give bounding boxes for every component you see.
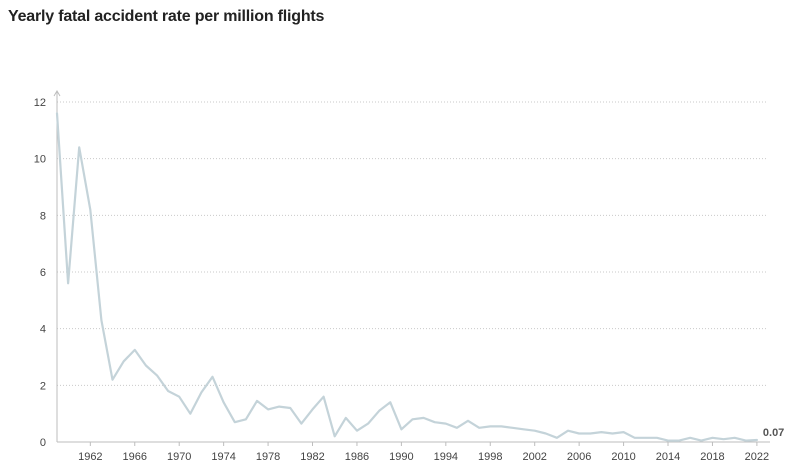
x-tick-label-1962: 1962 xyxy=(78,451,102,463)
data-point-1965 xyxy=(123,360,125,362)
axes xyxy=(53,90,770,443)
data-point-2022 xyxy=(756,439,758,441)
data-point-2010 xyxy=(623,431,625,433)
data-point-2000 xyxy=(511,427,513,429)
x-tick-label-2010: 2010 xyxy=(611,451,635,463)
x-tick-label-2002: 2002 xyxy=(522,451,546,463)
data-point-2015 xyxy=(678,440,680,442)
data-point-1966 xyxy=(134,349,136,351)
x-tick-label-1982: 1982 xyxy=(300,451,324,463)
data-point-2005 xyxy=(567,430,569,432)
data-point-1995 xyxy=(456,427,458,429)
x-tick-label-1970: 1970 xyxy=(167,451,191,463)
data-point-2021 xyxy=(745,440,747,442)
data-point-1968 xyxy=(156,374,158,376)
data-point-2019 xyxy=(723,438,725,440)
data-point-1961 xyxy=(78,146,80,148)
data-point-1974 xyxy=(223,401,225,403)
data-point-1985 xyxy=(345,417,347,419)
data-point-2002 xyxy=(534,430,536,432)
data-point-2018 xyxy=(711,437,713,439)
x-tick-label-1994: 1994 xyxy=(434,451,458,463)
data-point-1967 xyxy=(145,364,147,366)
data-point-1994 xyxy=(445,423,447,425)
data-point-1988 xyxy=(378,410,380,412)
data-point-2016 xyxy=(689,437,691,439)
data-point-1976 xyxy=(245,418,247,420)
data-point-1975 xyxy=(234,421,236,423)
data-point-1987 xyxy=(367,423,369,425)
x-tick-label-2014: 2014 xyxy=(656,451,680,463)
data-point-1984 xyxy=(334,435,336,437)
data-point-1970 xyxy=(178,396,180,398)
data-point-1986 xyxy=(356,430,358,432)
data-point-1969 xyxy=(167,390,169,392)
data-point-1979 xyxy=(278,406,280,408)
y-tick-label-2: 2 xyxy=(40,380,46,392)
data-point-1992 xyxy=(423,417,425,419)
data-point-2007 xyxy=(589,432,591,434)
data-point-1983 xyxy=(323,396,325,398)
grid-lines xyxy=(57,101,768,386)
y-tick-label-0: 0 xyxy=(40,437,46,449)
end-value-label: 0.07 xyxy=(763,427,784,439)
data-point-2006 xyxy=(578,432,580,434)
data-point-1978 xyxy=(267,408,269,410)
data-point-1972 xyxy=(200,391,202,393)
data-point-2009 xyxy=(611,432,613,434)
x-tick-label-1990: 1990 xyxy=(389,451,413,463)
x-tick-label-1978: 1978 xyxy=(256,451,280,463)
data-point-2008 xyxy=(600,431,602,433)
y-axis-ticks: 0 2 4 6 8 10 12 xyxy=(34,97,46,449)
data-point-1981 xyxy=(300,423,302,425)
data-point-1962 xyxy=(89,209,91,211)
data-point-1963 xyxy=(100,319,102,321)
data-point-2003 xyxy=(545,432,547,434)
data-point-1973 xyxy=(211,376,213,378)
y-tick-label-6: 6 xyxy=(40,267,46,279)
data-point-2013 xyxy=(656,437,658,439)
data-point-1999 xyxy=(500,425,502,427)
x-tick-label-1998: 1998 xyxy=(478,451,502,463)
x-axis-ticks: 1962 1966 1970 1974 1978 1982 1986 1990 1994 1998… xyxy=(78,442,769,463)
data-point-2012 xyxy=(645,437,647,439)
x-tick-label-2022: 2022 xyxy=(745,451,769,463)
annotations: 0.07 xyxy=(763,427,784,439)
x-tick-label-2006: 2006 xyxy=(567,451,591,463)
data-point-1959 xyxy=(56,112,58,114)
data-point-2017 xyxy=(700,440,702,442)
data-point-1982 xyxy=(311,408,313,410)
data-point-1998 xyxy=(489,425,491,427)
data-point-1990 xyxy=(400,428,402,430)
data-point-1997 xyxy=(478,427,480,429)
x-tick-label-1974: 1974 xyxy=(211,451,235,463)
data-point-2014 xyxy=(667,440,669,442)
data-point-2001 xyxy=(523,428,525,430)
data-point-2020 xyxy=(734,437,736,439)
data-point-1977 xyxy=(256,400,258,402)
data-point-1964 xyxy=(111,379,113,381)
data-point-1960 xyxy=(67,282,69,284)
x-tick-label-1986: 1986 xyxy=(345,451,369,463)
x-tick-label-2018: 2018 xyxy=(700,451,724,463)
data-point-1980 xyxy=(289,407,291,409)
y-tick-label-8: 8 xyxy=(40,210,46,222)
series-line-0 xyxy=(55,112,759,442)
data-point-1996 xyxy=(467,420,469,422)
data-point-1991 xyxy=(411,418,413,420)
y-tick-label-12: 12 xyxy=(34,97,46,109)
data-point-1993 xyxy=(434,421,436,423)
series xyxy=(55,112,759,442)
data-point-1971 xyxy=(189,413,191,415)
y-tick-label-10: 10 xyxy=(34,154,46,166)
chart-title: Yearly fatal accident rate per million f… xyxy=(8,8,325,25)
data-point-2011 xyxy=(634,437,636,439)
x-tick-label-1966: 1966 xyxy=(123,451,147,463)
data-point-2004 xyxy=(556,437,558,439)
y-tick-label-4: 4 xyxy=(40,324,46,336)
y-axis-arrow xyxy=(53,90,61,97)
data-point-1989 xyxy=(389,401,391,403)
